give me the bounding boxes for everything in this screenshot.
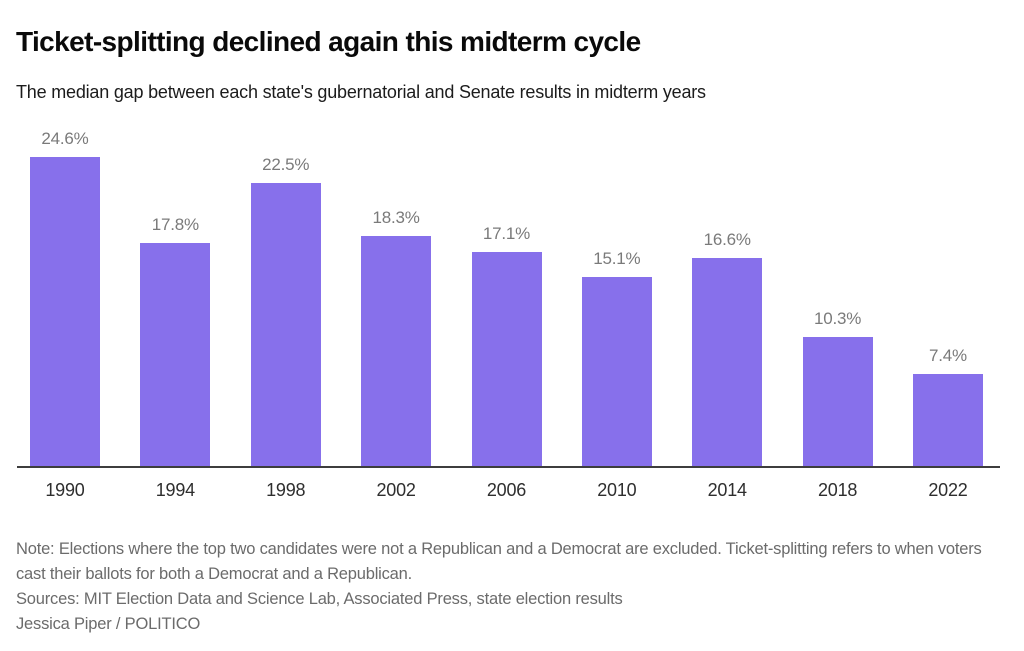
x-tick-label: 1994	[155, 480, 195, 500]
bar	[913, 374, 983, 467]
bar-plot-area: 24.6% 17.8% 22.5% 18.3% 17.1% 15.1% 16.6% 10.3%…	[30, 120, 983, 467]
chart-title: Ticket-splitting declined again this mid…	[16, 26, 641, 57]
bar	[250, 183, 321, 467]
bar-column-1994: 17.8%	[140, 215, 211, 467]
bar-value-label: 7.4%	[929, 346, 967, 365]
bar	[30, 157, 100, 467]
bar	[692, 258, 763, 467]
bar-column-1990: 24.6%	[30, 129, 100, 467]
bar-column-2022: 7.4%	[913, 346, 983, 467]
x-tick-label: 2002	[376, 480, 416, 500]
footer-sources: Sources: MIT Election Data and Science L…	[16, 590, 623, 608]
footer-byline: Jessica Piper / POLITICO	[16, 615, 201, 633]
x-tick-label: 1990	[45, 480, 85, 500]
x-tick-label: 2018	[818, 480, 858, 500]
bar-value-label: 10.3%	[814, 309, 862, 328]
bar	[802, 337, 873, 467]
x-axis-labels: 1990 1994 1998 2002 2006 2010 2014 2018 2022	[30, 480, 983, 501]
bar-column-2018: 10.3%	[802, 309, 873, 467]
x-tick-label: 2010	[597, 480, 637, 500]
chart-subtitle: The median gap between each state's gube…	[16, 82, 706, 102]
x-tick-label: 2014	[707, 480, 747, 500]
bar-value-label: 18.3%	[372, 208, 420, 227]
bar-column-2010: 15.1%	[581, 249, 652, 467]
bar-value-label: 22.5%	[262, 155, 310, 174]
bar-value-label: 17.8%	[151, 215, 199, 234]
footer-note: Note: Elections where the top two candid…	[16, 540, 982, 583]
x-axis-line	[17, 466, 1000, 468]
bar	[361, 236, 432, 467]
bar	[140, 243, 211, 467]
bar-value-label: 17.1%	[482, 224, 531, 243]
bar-column-2006: 17.1%	[471, 224, 542, 467]
bar-column-2002: 18.3%	[361, 208, 432, 467]
x-tick-label: 2006	[486, 480, 527, 500]
bar	[581, 277, 652, 467]
bar-column-1998: 22.5%	[250, 155, 321, 467]
bar-value-label: 24.6%	[41, 129, 89, 148]
x-tick-label: 1998	[266, 480, 306, 500]
chart-footer: Note: Elections where the top two candid…	[16, 537, 1008, 637]
bar-column-2014: 16.6%	[692, 230, 763, 467]
bar-value-label: 15.1%	[593, 249, 641, 268]
bar	[471, 252, 542, 467]
x-tick-label: 2022	[928, 480, 968, 500]
bar-value-label: 16.6%	[703, 230, 751, 249]
